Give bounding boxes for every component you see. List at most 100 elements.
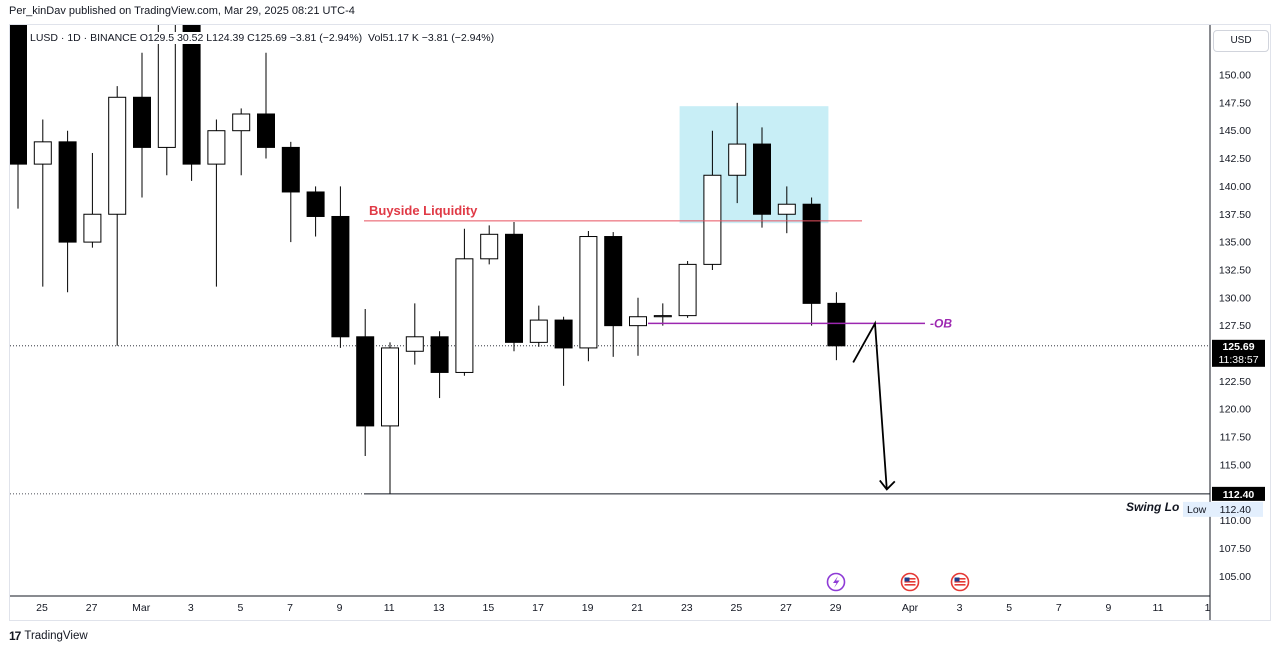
price-tick-label: 150.00	[1219, 70, 1251, 82]
candle[interactable]	[182, 0, 201, 181]
candle-body	[232, 113, 251, 132]
candle-body	[157, 25, 176, 148]
last-price-value: 125.69	[1222, 341, 1254, 353]
candle[interactable]	[331, 186, 350, 348]
time-tick-label: Apr	[902, 602, 919, 614]
time-tick-label: 7	[1056, 602, 1062, 614]
time-tick-label: 9	[1105, 602, 1111, 614]
price-tick-label: 127.50	[1219, 320, 1251, 332]
candle[interactable]	[356, 308, 375, 456]
price-tick-label: 115.00	[1220, 459, 1251, 471]
candle-body	[108, 96, 127, 215]
candle-body	[529, 319, 548, 343]
candle[interactable]	[753, 127, 771, 228]
swing-price-tag[interactable]: 112.40	[1212, 486, 1265, 501]
candle-body	[728, 143, 747, 176]
time-tick-label: 5	[237, 602, 243, 614]
candle[interactable]	[678, 261, 697, 318]
low-label: Low	[1187, 504, 1207, 516]
candle[interactable]	[381, 342, 399, 494]
price-tick-label: 105.00	[1219, 571, 1251, 583]
candle[interactable]	[802, 197, 821, 326]
candle-body	[480, 233, 499, 260]
candle[interactable]	[777, 186, 796, 234]
candle[interactable]	[306, 186, 325, 237]
price-tick-label: 137.50	[1219, 209, 1251, 221]
candle[interactable]	[257, 52, 275, 159]
candle[interactable]	[281, 141, 300, 243]
time-tick-label: 25	[731, 602, 743, 614]
candle[interactable]	[133, 52, 151, 198]
time-tick-label: 9	[337, 602, 343, 614]
low-price-value: 112.40	[1220, 504, 1251, 516]
candle-body	[306, 191, 325, 217]
flag-stripe	[954, 581, 966, 583]
candle-body	[331, 215, 350, 338]
candle[interactable]	[554, 316, 573, 386]
candle[interactable]	[728, 102, 747, 204]
candle[interactable]	[108, 86, 127, 346]
candle[interactable]	[455, 228, 474, 376]
candle[interactable]	[232, 108, 251, 176]
candle-body	[405, 336, 424, 352]
time-tick-label: 17	[532, 602, 544, 614]
candle[interactable]	[58, 130, 77, 293]
candle[interactable]	[430, 331, 449, 399]
time-tick-label: 3	[188, 602, 194, 614]
legend-low: L124.39	[206, 32, 245, 44]
price-tick-label: 117.50	[1220, 432, 1251, 444]
tradingview-brand[interactable]: 17 TradingView	[9, 629, 88, 643]
lightning-glyph	[833, 576, 840, 588]
candle[interactable]	[653, 303, 672, 326]
candle-body	[554, 319, 573, 349]
candle[interactable]	[505, 222, 523, 352]
time-tick-label: 1	[1205, 602, 1211, 614]
candle[interactable]	[10, 0, 27, 209]
candle-body	[381, 347, 399, 427]
time-tick-label: 25	[36, 602, 48, 614]
candle[interactable]	[33, 119, 52, 287]
candle-body	[678, 263, 697, 317]
price-tick-label: 120.00	[1219, 404, 1251, 416]
candle[interactable]	[629, 297, 647, 356]
lightning-event-icon[interactable]	[826, 572, 846, 592]
legend-open: O129.5	[139, 32, 175, 44]
price-tick-label: 135.00	[1219, 237, 1251, 249]
ob-label: -OB	[930, 316, 952, 330]
flag-canton	[954, 577, 960, 582]
us-flag-event-icon[interactable]	[950, 572, 970, 592]
candle-body	[182, 25, 201, 165]
candle-body	[430, 336, 449, 373]
candle-body	[753, 143, 771, 215]
candle-body	[579, 236, 598, 349]
swing-price-box	[1212, 486, 1265, 501]
candle[interactable]	[405, 303, 424, 365]
candle[interactable]	[827, 292, 846, 361]
candle[interactable]	[480, 225, 499, 265]
candle[interactable]	[579, 230, 598, 362]
candle-body	[33, 141, 52, 165]
candle[interactable]	[83, 152, 102, 248]
candle[interactable]	[703, 130, 722, 270]
candle[interactable]	[604, 232, 623, 357]
time-tick-label: 21	[631, 602, 643, 614]
candle-body	[802, 203, 821, 304]
candle[interactable]	[207, 119, 226, 287]
time-tick-label: 11	[384, 602, 395, 614]
currency-button[interactable]: USD	[1213, 30, 1269, 52]
candle-body	[629, 316, 647, 327]
flag-stripe	[954, 584, 966, 586]
time-tick-label: 19	[582, 602, 594, 614]
us-flag-event-icon[interactable]	[900, 572, 920, 592]
swing-low-label: Swing Lo	[1126, 500, 1179, 514]
time-tick-label: Mar	[132, 602, 151, 614]
candle[interactable]	[529, 305, 548, 347]
candle-body	[356, 336, 375, 427]
projection-arrow	[852, 320, 888, 490]
legend-close: C125.69	[247, 32, 287, 44]
time-tick-label: 23	[681, 602, 693, 614]
candle-body	[281, 146, 300, 193]
price-tick-label: 147.50	[1219, 97, 1251, 109]
